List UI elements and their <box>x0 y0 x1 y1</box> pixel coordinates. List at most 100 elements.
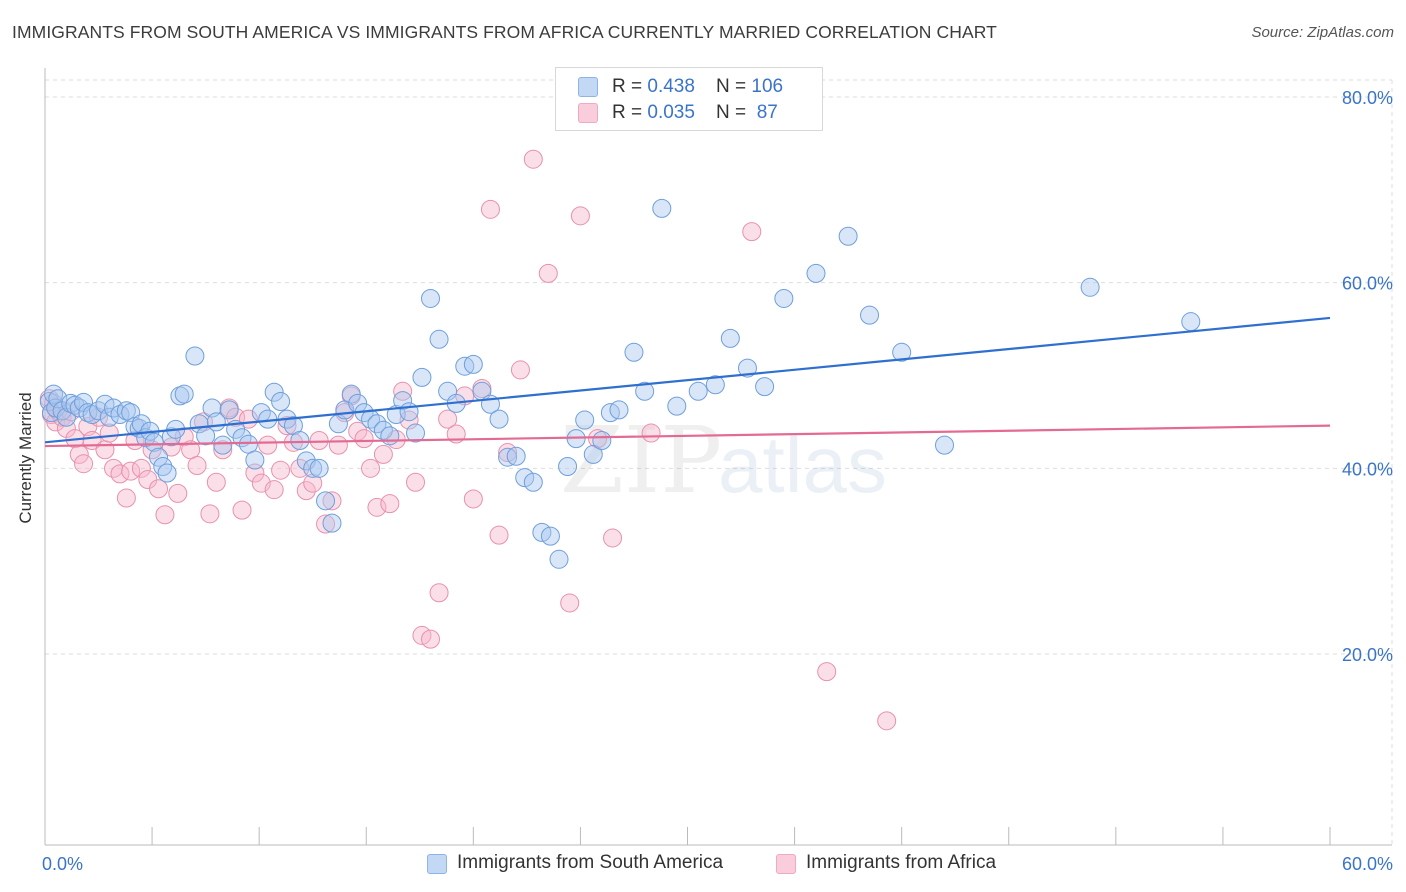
south-america-point <box>219 400 239 420</box>
y-tick-label: 20.0% <box>1342 645 1393 665</box>
africa-point <box>95 440 115 460</box>
south-america-trend-line <box>44 316 1331 444</box>
south-america-point <box>316 491 336 511</box>
africa-point <box>149 479 169 499</box>
y-axis-title: Currently Married <box>16 392 35 524</box>
south-america-point <box>609 400 629 420</box>
legend-swatch-blue <box>578 77 598 97</box>
south-america-point <box>341 384 361 404</box>
south-america-point <box>99 407 119 427</box>
africa-point <box>232 500 252 520</box>
africa-point <box>74 454 94 474</box>
n-label: N = <box>716 76 752 97</box>
south-america-point <box>892 342 912 362</box>
south-america-point <box>592 430 612 450</box>
africa-point <box>316 514 336 534</box>
south-america-point <box>393 391 413 411</box>
africa-point <box>367 497 387 517</box>
africa-point <box>264 480 284 500</box>
y-tick-label: 40.0% <box>1342 459 1393 479</box>
africa-point <box>200 504 220 524</box>
south-america-point <box>624 342 644 362</box>
africa-point <box>116 488 136 508</box>
south-america-point <box>688 381 708 401</box>
south-america-point <box>737 358 757 378</box>
africa-trend-line <box>44 424 1331 448</box>
africa-point <box>296 481 316 501</box>
r-label: R = <box>612 102 648 123</box>
south-america-point <box>271 391 291 411</box>
africa-point <box>463 489 483 509</box>
africa-point <box>603 528 623 548</box>
south-america-point <box>290 430 310 450</box>
x-tick-label-min: 0.0% <box>42 854 83 874</box>
africa-point <box>206 472 226 492</box>
africa-point <box>187 456 207 476</box>
africa-point <box>523 149 543 169</box>
bottom-legend-label: Immigrants from South America <box>457 852 724 873</box>
africa-point <box>309 430 329 450</box>
south-america-point <box>245 450 265 470</box>
r-value: 0.035 <box>647 102 695 123</box>
x-tick-label-max: 60.0% <box>1342 854 1393 874</box>
africa-point <box>406 472 426 492</box>
south-america-point <box>575 410 595 430</box>
africa-point <box>380 494 400 514</box>
legend-text: R = 0.035 N = 87 <box>612 102 778 124</box>
africa-point <box>429 583 449 603</box>
africa-point <box>258 435 278 455</box>
africa-point <box>155 505 175 525</box>
south-america-point <box>558 456 578 476</box>
south-america-point <box>48 389 68 409</box>
africa-point <box>110 464 130 484</box>
africa-point <box>742 222 762 242</box>
south-america-point <box>667 396 687 416</box>
africa-point <box>213 440 233 460</box>
south-america-point <box>635 381 655 401</box>
africa-point <box>489 525 509 545</box>
n-label: N = <box>716 102 752 123</box>
south-america-point <box>380 426 400 446</box>
source-label: Source: ZipAtlas.com <box>1251 24 1394 41</box>
south-america-point <box>515 468 535 488</box>
africa-point <box>121 461 141 481</box>
bottom-legend-swatch-pink <box>776 854 796 874</box>
africa-point <box>245 463 265 483</box>
africa-point <box>421 629 440 649</box>
africa-point <box>877 711 897 731</box>
africa-point <box>168 483 188 503</box>
south-america-point <box>1181 312 1201 332</box>
south-america-point <box>429 329 449 349</box>
series-south-america-points <box>39 198 1201 569</box>
south-america-point <box>144 432 164 452</box>
south-america-point <box>523 472 543 492</box>
africa-point <box>322 491 342 511</box>
africa-point <box>354 429 374 449</box>
south-america-point <box>149 447 169 467</box>
chart-title: IMMIGRANTS FROM SOUTH AMERICA VS IMMIGRA… <box>12 22 997 42</box>
africa-point <box>277 416 297 436</box>
south-america-point <box>774 288 794 308</box>
africa-point <box>641 423 661 443</box>
n-value: 87 <box>751 102 778 123</box>
south-america-point <box>1080 277 1100 297</box>
bottom-legend-label: Immigrants from Africa <box>806 852 997 873</box>
south-america-point <box>412 367 432 387</box>
tick-labels: 20.0% 40.0% 60.0% 80.0% 0.0% 60.0% <box>42 88 1393 874</box>
watermark: ZIP atlas <box>560 407 887 514</box>
axis-layer <box>44 68 1392 846</box>
africa-point <box>538 263 558 283</box>
south-america-point <box>303 458 323 478</box>
africa-point <box>480 199 500 219</box>
r-label: R = <box>612 76 648 97</box>
africa-point <box>438 409 458 429</box>
south-america-point <box>860 305 880 325</box>
africa-point <box>510 360 530 380</box>
south-america-point <box>421 288 440 308</box>
correlation-legend: R = 0.438 N = 106 R = 0.035 N = 87 <box>555 67 823 131</box>
legend-swatch-pink <box>578 103 598 123</box>
legend-text: R = 0.438 N = 106 <box>612 76 783 98</box>
south-america-point <box>174 384 194 404</box>
y-tick-label: 60.0% <box>1342 274 1393 294</box>
